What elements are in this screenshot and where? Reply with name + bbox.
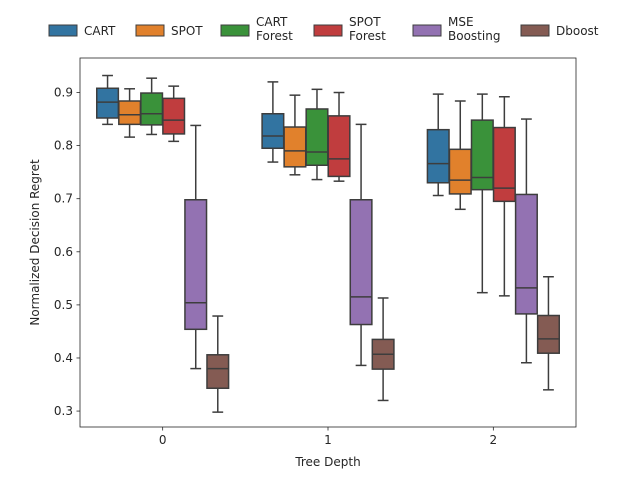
legend-label: CART (84, 24, 116, 38)
legend-item-spot-forest: SPOT Forest (313, 15, 386, 43)
legend-label-line: MSE (448, 15, 474, 29)
legend-swatch (313, 24, 343, 37)
box-dboost-depth-0 (206, 315, 230, 413)
box-body (261, 112, 285, 150)
box-cart-forest-depth-2 (470, 93, 494, 294)
legend-label-line: Forest (349, 29, 386, 43)
x-tick-label: 2 (490, 433, 498, 447)
legend-label: CART Forest (256, 15, 293, 43)
box-mse-boosting-depth-0 (184, 124, 208, 370)
box-body (349, 199, 373, 326)
legend-label-line: SPOT (171, 24, 203, 38)
legend-label-line: Boosting (448, 29, 500, 43)
legend-label-line: SPOT (349, 15, 381, 29)
box-body (283, 126, 307, 168)
box-dboost-depth-1 (371, 297, 395, 402)
box-body (448, 148, 472, 195)
box-cart-depth-2 (426, 93, 450, 197)
legend-item-dboost: Dboost (520, 24, 599, 38)
y-axis: 0.3 0.4 0.5 0.6 0.7 0.8 0.9 (54, 86, 80, 418)
box-body (514, 193, 538, 315)
box-spot-forest-depth-2 (492, 96, 516, 297)
legend-swatch (220, 24, 250, 37)
legend-label: Dboost (556, 24, 599, 38)
y-tick-label: 0.5 (54, 298, 73, 312)
box-spot-forest-depth-1 (327, 91, 351, 182)
boxes-layer (96, 74, 560, 413)
box-spot-depth-2 (448, 100, 472, 211)
x-axis: 0 1 2 (159, 427, 497, 447)
legend-swatch (135, 24, 165, 37)
legend-item-mse-boosting: MSE Boosting (412, 15, 500, 43)
y-tick-label: 0.6 (54, 245, 73, 259)
legend-label-line: CART (256, 15, 288, 29)
box-body (305, 108, 329, 166)
box-body (470, 119, 494, 191)
legend-item-cart-forest: CART Forest (220, 15, 293, 43)
box-cart-forest-depth-1 (305, 88, 329, 181)
y-tick-label: 0.3 (54, 404, 73, 418)
box-body (206, 354, 230, 389)
x-tick-label: 0 (159, 433, 167, 447)
box-body (118, 100, 142, 126)
box-dboost-depth-2 (536, 275, 560, 391)
y-tick-label: 0.9 (54, 86, 73, 100)
box-body (96, 87, 120, 119)
box-body (184, 199, 208, 331)
box-body (140, 92, 164, 126)
legend-label: SPOT (171, 24, 203, 38)
x-tick-label: 1 (324, 433, 332, 447)
box-mse-boosting-depth-1 (349, 123, 373, 367)
y-axis-label: Normalized Decision Regret (28, 159, 42, 326)
box-body (492, 126, 516, 203)
box-cart-depth-0 (96, 74, 120, 126)
x-axis-label: Tree Depth (294, 455, 360, 469)
legend-label-line: Dboost (556, 24, 599, 38)
box-spot-depth-0 (118, 88, 142, 138)
box-body (426, 128, 450, 184)
box-cart-forest-depth-0 (140, 77, 164, 136)
box-spot-forest-depth-0 (162, 85, 186, 143)
legend-label-line: CART (84, 24, 116, 38)
legend-label: SPOT Forest (349, 15, 386, 43)
legend-swatch (48, 24, 78, 37)
box-spot-depth-1 (283, 94, 307, 176)
y-tick-label: 0.4 (54, 351, 73, 365)
box-body (327, 115, 351, 178)
legend-item-cart: CART (48, 24, 116, 38)
legend-swatch (520, 24, 550, 37)
legend-label-line: Forest (256, 29, 293, 43)
box-body (162, 97, 186, 135)
y-tick-label: 0.7 (54, 192, 73, 206)
legend-label: MSE Boosting (448, 15, 500, 43)
box-cart-depth-1 (261, 81, 285, 163)
box-mse-boosting-depth-2 (514, 118, 538, 364)
y-tick-label: 0.8 (54, 139, 73, 153)
legend-item-spot: SPOT (135, 24, 203, 38)
box-body (536, 314, 560, 354)
legend-swatch (412, 24, 442, 37)
